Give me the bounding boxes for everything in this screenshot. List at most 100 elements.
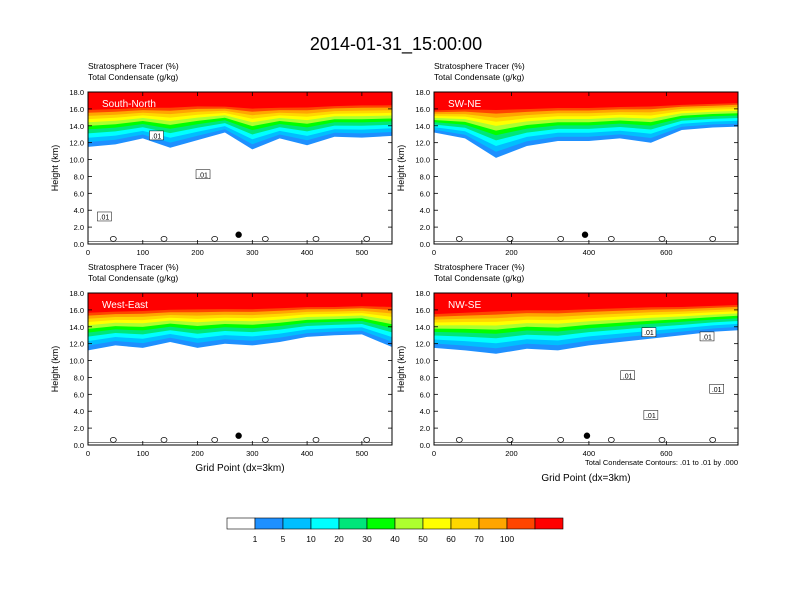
x-tick-label: 200: [191, 248, 204, 257]
panel-south-north: .01 .01 .01 0.0 2.0 4.0 6.0 8.0 10.0 12.0 14.0 16.0…: [50, 61, 393, 257]
x-tick-label: 400: [301, 248, 314, 257]
tracer-bands: [434, 92, 738, 158]
tracer-band-0: [88, 293, 392, 313]
tracer-band-0: [434, 293, 738, 315]
colorbar-cell: [422, 517, 452, 530]
colorbar-cell: [534, 517, 564, 530]
y-tick-label: 6.0: [74, 390, 84, 399]
x-tick-label: 300: [246, 449, 259, 458]
contour-label-box: [195, 169, 211, 180]
x-tick-label: 400: [583, 248, 596, 257]
colorbar-cell: [366, 517, 396, 530]
tracer-bands: [88, 293, 392, 351]
colorbar-cell: [478, 517, 508, 530]
x-tick-label: 100: [137, 248, 150, 257]
panel-title-line2: Total Condensate (g/kg): [88, 72, 178, 82]
plot-frame: [87, 91, 393, 245]
plot-frame: [87, 292, 393, 446]
colorbar-label: 50: [418, 534, 428, 544]
y-tick-label: 14.0: [69, 122, 84, 131]
x-tick-label: 0: [432, 248, 436, 257]
y-tick-label: 2.0: [74, 424, 84, 433]
y-tick-label: 18.0: [69, 88, 84, 97]
colorbar-cell: [394, 517, 424, 530]
y-tick-label: 8.0: [74, 373, 84, 382]
panel-west-east: 0.0 2.0 4.0 6.0 8.0 10.0 12.0 14.0 16.0 18.0 0 100 2…: [50, 262, 393, 474]
y-tick-label: 8.0: [74, 172, 84, 181]
location-marker: [235, 432, 242, 439]
location-marker: [581, 231, 589, 238]
panel-nw-se: .01 .01 .01 .01 .01 0.0 2.0 4.0 6.0 8.0 10.0 12.0 14…: [396, 262, 739, 484]
y-tick-label: 10.0: [415, 156, 430, 165]
x-tick-label: 500: [356, 248, 369, 257]
contour-label-box: [149, 130, 164, 141]
y-tick-label: 6.0: [74, 189, 84, 198]
tracer-band-0: [434, 92, 738, 111]
contour-label-box: [620, 370, 635, 381]
y-tick-label: 4.0: [420, 206, 430, 215]
contour-label-box: [641, 327, 657, 337]
tracer-band-0: [88, 92, 392, 110]
panel-title-line1: Stratosphere Tracer (%): [434, 262, 525, 272]
section-label: South-North: [102, 99, 156, 110]
panel-title-line1: Stratosphere Tracer (%): [88, 262, 179, 272]
y-tick-label: 8.0: [420, 373, 430, 382]
y-tick-label: 16.0: [415, 306, 430, 315]
location-marker: [235, 231, 242, 238]
y-tick-label: 12.0: [415, 340, 430, 349]
contour-label: .01: [152, 133, 162, 140]
contour-label-box: [709, 384, 724, 394]
section-label: NW-SE: [448, 300, 481, 311]
colorbar-label: 30: [362, 534, 372, 544]
y-tick-label: 10.0: [69, 357, 84, 366]
y-axis-label: Height (km): [50, 346, 60, 393]
panel-title-line1: Stratosphere Tracer (%): [434, 61, 525, 71]
y-tick-label: 0.0: [74, 240, 84, 249]
y-axis-label: Height (km): [396, 346, 406, 393]
x-tick-label: 500: [356, 449, 369, 458]
y-tick-label: 18.0: [69, 289, 84, 298]
y-tick-label: 4.0: [420, 407, 430, 416]
contour-label: .01: [100, 214, 110, 221]
x-tick-label: 0: [86, 248, 90, 257]
y-tick-label: 2.0: [74, 223, 84, 232]
colorbar-cell: [310, 517, 340, 530]
x-tick-label: 0: [86, 449, 90, 458]
x-tick-label: 100: [137, 449, 150, 458]
panel-title-line2: Total Condensate (g/kg): [434, 72, 524, 82]
contour-label: .01: [198, 172, 208, 179]
x-tick-label: 600: [660, 449, 673, 458]
x-tick-label: 300: [246, 248, 259, 257]
y-tick-label: 6.0: [420, 390, 430, 399]
colorbar: 1 5 10 20 30 40 50 60 70 100: [226, 517, 564, 544]
colorbar-cell: [282, 517, 312, 530]
colorbar-label: 40: [390, 534, 400, 544]
y-tick-label: 14.0: [415, 122, 430, 131]
y-tick-label: 2.0: [420, 424, 430, 433]
panel-title-line2: Total Condensate (g/kg): [88, 273, 178, 283]
colorbar-label: 5: [281, 534, 286, 544]
y-axis-label: Height (km): [396, 145, 406, 192]
y-tick-label: 10.0: [415, 357, 430, 366]
panels-group: .01 .01 .01 0.0 2.0 4.0 6.0 8.0 10.0 12.0 14.0 16.0…: [50, 61, 739, 484]
contour-label: .01: [702, 334, 712, 341]
y-tick-label: 16.0: [69, 105, 84, 114]
contour-label: .01: [644, 330, 654, 337]
y-tick-label: 10.0: [69, 156, 84, 165]
section-label: West-East: [102, 300, 148, 311]
y-tick-label: 6.0: [420, 189, 430, 198]
contour-label: .01: [623, 373, 633, 380]
colorbar-cell: [450, 517, 480, 530]
plot-frame: [433, 292, 739, 446]
y-tick-label: 4.0: [74, 206, 84, 215]
colorbar-label: 70: [474, 534, 484, 544]
y-tick-label: 18.0: [415, 289, 430, 298]
colorbar-label: 20: [334, 534, 344, 544]
figure-title: 2014-01-31_15:00:00: [310, 34, 482, 55]
y-tick-label: 4.0: [74, 407, 84, 416]
plot-frame: [433, 91, 739, 245]
colorbar-label: 60: [446, 534, 456, 544]
x-tick-label: 200: [505, 248, 518, 257]
contour-label-box: [643, 410, 659, 420]
panel-title-line1: Stratosphere Tracer (%): [88, 61, 179, 71]
